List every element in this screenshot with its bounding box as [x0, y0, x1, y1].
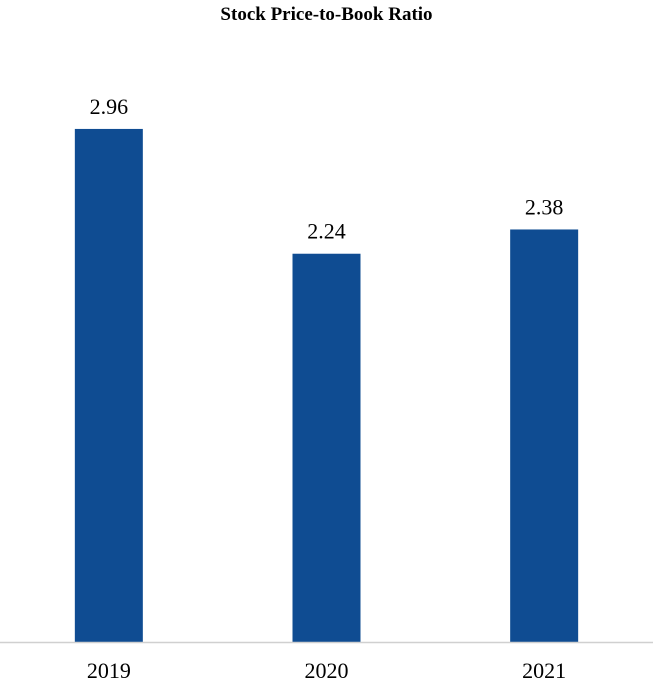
x-tick-labels: 2019 2020 2021 [87, 658, 566, 683]
data-label-2019: 2.96 [90, 94, 129, 119]
data-label-2020: 2.24 [307, 219, 346, 244]
chart-title: Stock Price-to-Book Ratio [220, 4, 433, 25]
x-tick-label-2021: 2021 [522, 658, 566, 683]
labels-group: 2.96 2.24 2.38 [90, 94, 564, 244]
bar-2021 [510, 229, 579, 642]
x-tick-label-2019: 2019 [87, 658, 131, 683]
bar-2019 [74, 128, 143, 642]
bar-2020 [292, 253, 361, 642]
x-tick-label-2020: 2020 [305, 658, 349, 683]
bars-group [74, 128, 579, 642]
data-label-2021: 2.38 [525, 194, 564, 219]
